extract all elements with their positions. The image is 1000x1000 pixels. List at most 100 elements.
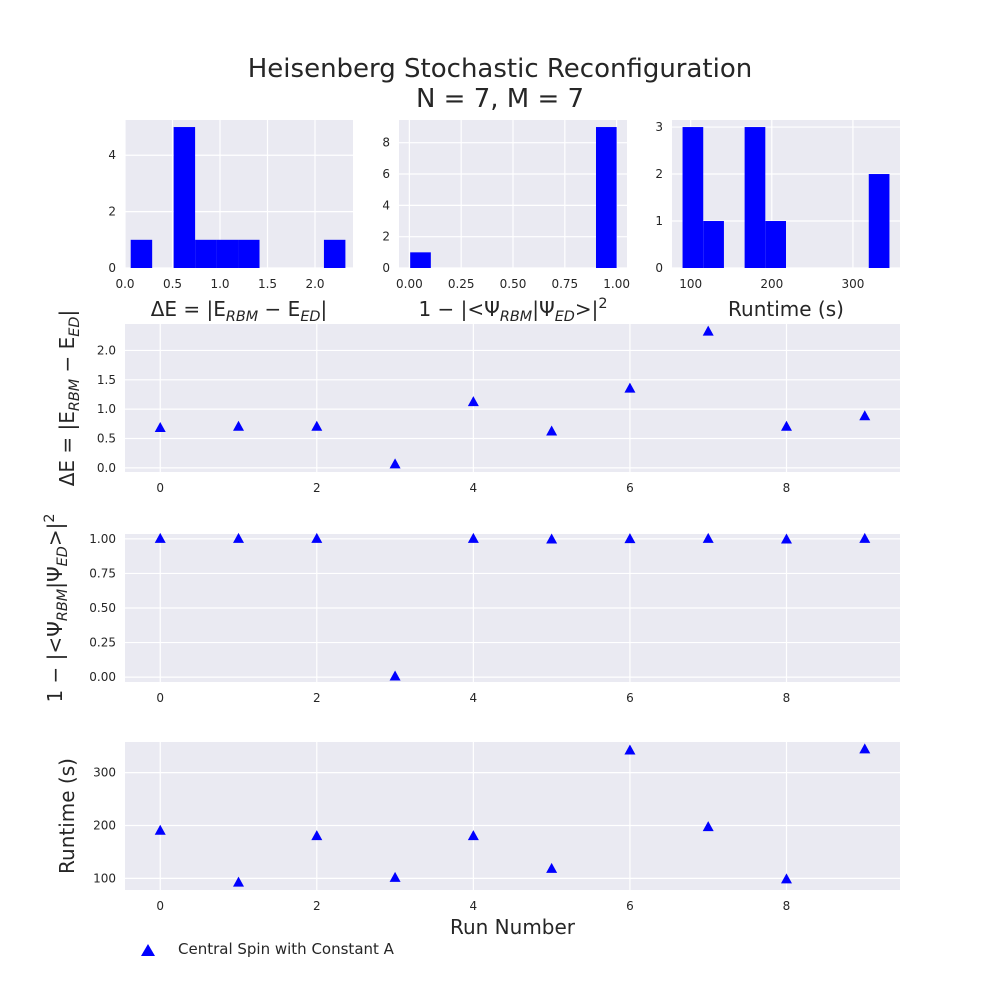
y-tick-label: 0.5	[97, 432, 116, 446]
data-point-marker	[467, 396, 479, 407]
x-tick-label: 0.0	[115, 277, 134, 291]
x-axis-label: ΔE = |ERBM − EED|	[151, 297, 328, 325]
x-axis-label: 1 − |<ΨRBM|ΨED>|2	[418, 296, 607, 325]
data-point-marker	[859, 532, 871, 543]
x-tick-label: 2	[313, 899, 321, 913]
data-point-marker	[311, 532, 323, 543]
data-point-marker	[546, 862, 558, 873]
y-tick-label: 0	[655, 261, 663, 275]
x-tick-label: 0	[156, 691, 164, 705]
data-point-marker	[233, 532, 245, 543]
histogram-bar	[216, 239, 239, 268]
data-point-marker	[154, 421, 166, 432]
y-tick-label: 4	[108, 148, 116, 162]
data-point-marker	[780, 533, 792, 544]
data-point-marker	[389, 871, 401, 882]
histogram-bar	[130, 239, 153, 268]
x-tick-label: 8	[783, 481, 791, 495]
scatter-runtime-panel: 0 2 4 6 8 100 200 300 Runtime (s) Run Number	[55, 742, 900, 939]
data-point-marker	[780, 873, 792, 884]
histogram-bar	[410, 252, 431, 268]
y-tick-label: 8	[382, 136, 390, 150]
x-tick-label: 300	[841, 277, 864, 291]
y-tick-label: 0.25	[89, 636, 116, 650]
x-tick-label: 6	[626, 691, 634, 705]
data-point-marker	[624, 533, 636, 544]
hist-energy-panel: 0.0 0.5 1.0 1.5 2.0 0 2 4 ΔE = |ERBM − EED|	[108, 120, 353, 325]
data-point-marker	[546, 533, 558, 544]
y-tick-label: 200	[93, 819, 116, 833]
figure-subtitle: N = 7, M = 7	[415, 84, 585, 114]
data-point-marker	[311, 420, 323, 431]
y-tick-label: 0	[382, 261, 390, 275]
x-tick-label: 0.5	[163, 277, 182, 291]
y-tick-label: 2.0	[97, 343, 116, 357]
data-point-marker	[546, 425, 558, 436]
histogram-bar	[765, 221, 786, 268]
x-tick-label: 6	[626, 899, 634, 913]
y-tick-label: 6	[382, 167, 390, 181]
y-tick-label: 1.5	[97, 373, 116, 387]
data-point-marker	[233, 420, 245, 431]
y-tick-label: 3	[655, 120, 663, 134]
y-axis-label: ΔE = |ERBM − EED|	[55, 310, 83, 487]
x-tick-label: 4	[470, 899, 478, 913]
hist-overlap-panel: 0.00 0.25 0.50 0.75 1.00 0 2 4 6 8 1 − |<ΨRBM|ΨED>…	[382, 120, 630, 325]
y-axis-label: Runtime (s)	[55, 758, 79, 874]
y-tick-label: 0.50	[89, 601, 116, 615]
data-point-marker	[624, 744, 636, 755]
data-point-marker	[780, 420, 792, 431]
data-point-marker	[389, 458, 401, 469]
y-tick-label: 300	[93, 766, 116, 780]
data-point-marker	[702, 532, 714, 543]
y-tick-label: 2	[655, 167, 663, 181]
data-point-marker	[859, 743, 871, 754]
histogram-bar	[323, 239, 346, 268]
histogram-bar	[195, 239, 217, 268]
x-tick-label: 0.25	[448, 277, 475, 291]
x-tick-label: 6	[626, 481, 634, 495]
x-tick-label: 0.75	[551, 277, 578, 291]
x-tick-label: 1.0	[210, 277, 229, 291]
y-tick-label: 1.0	[97, 402, 116, 416]
histogram-bar	[595, 127, 617, 268]
x-tick-label: 0	[156, 481, 164, 495]
y-tick-label: 1.00	[89, 532, 116, 546]
data-point-marker	[233, 876, 245, 887]
x-tick-label: 8	[783, 899, 791, 913]
histogram-bar	[173, 127, 196, 268]
y-tick-label: 2	[382, 230, 390, 244]
x-tick-label: 0.00	[396, 277, 423, 291]
plot-area	[125, 742, 900, 890]
y-tick-label: 0.0	[97, 461, 116, 475]
data-point-marker	[311, 830, 323, 841]
x-tick-label: 2	[313, 481, 321, 495]
x-tick-label: 1.5	[258, 277, 277, 291]
scatter-energy-panel: 0 2 4 6 8 0.0 0.5 1.0 1.5 2.0 ΔE = |ERBM − EED|	[55, 310, 900, 495]
x-tick-label: 4	[470, 691, 478, 705]
y-tick-label: 100	[93, 871, 116, 885]
x-axis-label: Runtime (s)	[728, 297, 844, 321]
data-point-marker	[859, 410, 871, 421]
y-tick-label: 0.75	[89, 566, 116, 580]
x-tick-label: 2	[313, 691, 321, 705]
x-tick-label: 200	[760, 277, 783, 291]
histogram-bar	[238, 239, 260, 268]
data-point-marker	[467, 830, 479, 841]
y-tick-label: 4	[382, 198, 390, 212]
histogram-bar	[703, 221, 724, 268]
hist-runtime-panel: 100 200 300 0 1 2 3 Runtime (s)	[655, 120, 900, 321]
data-point-marker	[154, 532, 166, 543]
legend-label: Central Spin with Constant A	[178, 940, 394, 958]
data-point-marker	[702, 821, 714, 832]
data-point-marker	[389, 670, 401, 681]
x-tick-label: 0	[156, 899, 164, 913]
data-point-marker	[702, 325, 714, 336]
histogram-bar	[682, 127, 704, 268]
figure-title: Heisenberg Stochastic Reconfiguration	[247, 54, 753, 84]
data-point-marker	[624, 382, 636, 393]
y-tick-label: 0	[108, 261, 116, 275]
x-tick-label: 0.50	[500, 277, 527, 291]
histogram-bar	[744, 127, 766, 268]
